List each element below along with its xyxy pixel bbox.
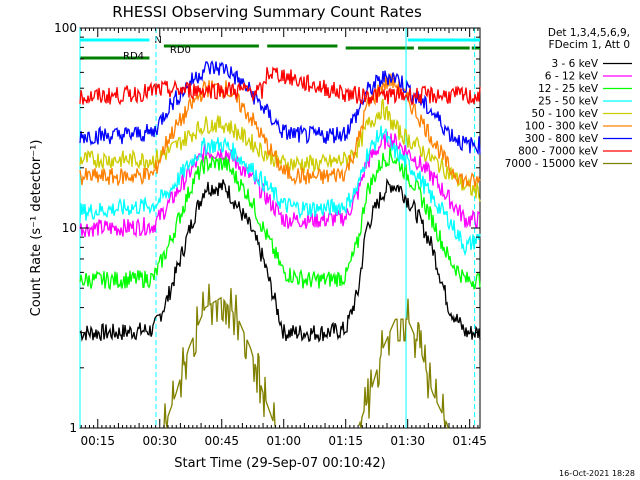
observing-mode-label: RD4 [123,51,144,62]
legend-entry-label: 50 - 100 keV [531,108,598,120]
x-tick-label: 01:00 [266,434,301,448]
legend-entry-label: 800 - 7000 keV [518,146,599,158]
generated-timestamp: 16-Oct-2021 18:28 [559,469,635,478]
y-axis: 1 10 100 [54,21,480,435]
x-axis-label: Start Time (29-Sep-07 00:10:42) [174,456,385,471]
series-line [79,147,481,291]
legend-entry-label: 300 - 800 keV [525,133,599,145]
y-axis-label: Count Rate (s⁻¹ detector⁻¹) [29,140,44,317]
observing-mode-bars: N RD0 RD4 [80,35,480,62]
x-axis: 00:15 00:30 00:45 01:00 01:15 01:30 01:45 [80,28,487,448]
series-line [79,98,481,202]
observing-mode-label: RD0 [170,45,191,56]
legend-entry-label: 6 - 12 keV [545,71,599,83]
y-tick-label: 1 [69,421,77,435]
series-line [79,131,481,238]
legend-header: FDecim 1, Att 0 [549,39,630,51]
y-tick-label: 100 [54,21,77,35]
legend: Det 1,3,4,5,6,9,FDecim 1, Att 0 3 - 6 keV… [505,27,632,170]
legend-entry-label: 100 - 300 keV [525,121,599,133]
legend-entry-label: 25 - 50 keV [538,96,599,108]
x-tick-label: 01:45 [452,434,487,448]
x-tick-label: 01:15 [328,434,363,448]
legend-entry-label: 3 - 6 keV [551,58,598,70]
legend-entry-label: 7000 - 15000 keV [505,158,599,170]
x-tick-label: 00:45 [204,434,239,448]
y-tick-label: 10 [62,221,77,235]
observing-mode-label: N [154,35,161,46]
chart-title: RHESSI Observing Summary Count Rates [112,3,422,21]
series-line [163,283,449,429]
legend-header: Det 1,3,4,5,6,9, [548,27,630,39]
legend-entry-label: 12 - 25 keV [538,83,599,95]
series-line [79,177,481,343]
x-tick-label: 01:30 [390,434,425,448]
series-line [79,125,481,257]
x-tick-label: 00:15 [80,434,115,448]
series-line [79,73,481,188]
series-line [79,66,481,106]
x-tick-label: 00:30 [142,434,177,448]
series-group [79,60,481,429]
